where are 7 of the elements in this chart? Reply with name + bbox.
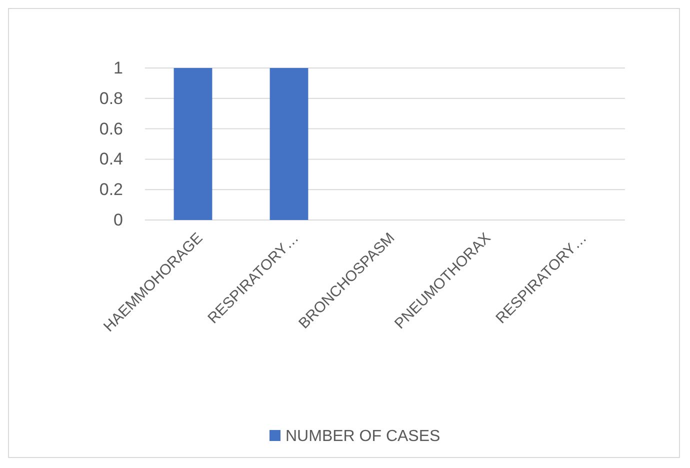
y-tick-label: 0.4 — [99, 150, 123, 169]
y-tick-label: 0.6 — [99, 119, 123, 138]
legend-label: NUMBER OF CASES — [286, 428, 440, 445]
y-tick-label: 0.2 — [99, 180, 123, 200]
y-tick-label: 0 — [114, 210, 123, 230]
y-tick-label: 1 — [114, 58, 123, 78]
y-tick-label: 0.8 — [99, 88, 123, 108]
